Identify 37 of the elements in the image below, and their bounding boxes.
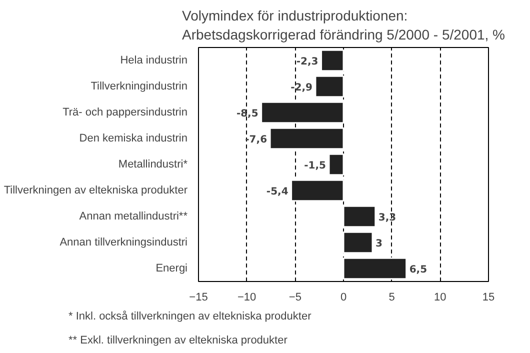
bar xyxy=(342,231,374,254)
bar xyxy=(290,179,344,202)
x-tick-label: 15 xyxy=(482,292,495,304)
bar xyxy=(342,205,376,228)
x-tick-label: 10 xyxy=(434,292,446,304)
data-label: -2,3 xyxy=(296,56,318,68)
bar xyxy=(314,75,344,98)
y-tick-label: Tillverkningindustrin xyxy=(90,80,188,92)
data-label: -2,9 xyxy=(290,82,313,94)
x-tick-label: 0 xyxy=(340,292,347,304)
data-label: 6,5 xyxy=(409,264,428,276)
data-label: -5,4 xyxy=(266,186,288,198)
bar xyxy=(342,257,408,280)
bar xyxy=(260,101,344,124)
x-tick-label: 5 xyxy=(388,292,395,304)
y-tick-label: Annan metallindustri** xyxy=(79,210,188,222)
x-tick-label: −5 xyxy=(288,292,302,304)
y-tick-label: Annan tillverkningsindustri xyxy=(60,236,188,248)
y-tick-label: Den kemiska industrin xyxy=(79,132,188,144)
bar xyxy=(320,49,344,72)
chart-title: Volymindex för industriproduktionen: Arbetsdagskorrigerad förändring 5/2000 - 5/2001, % xyxy=(182,7,505,42)
y-tick-label: Trä- och pappersindustrin xyxy=(62,106,188,118)
data-label: 3 xyxy=(376,238,382,250)
x-tick-label: −15 xyxy=(189,292,208,304)
data-label: -7,6 xyxy=(245,134,268,146)
bar xyxy=(269,127,344,150)
y-tick-label: Energi xyxy=(156,262,188,274)
data-label: -8,5 xyxy=(236,108,258,120)
y-tick-label: Metallindustri* xyxy=(118,158,188,170)
data-label: 3,3 xyxy=(378,212,396,224)
data-label: -1,5 xyxy=(304,160,326,172)
text: * Inkl. också tillverkningen av eltekniska produkter xyxy=(68,310,312,322)
text: ** Exkl. tillverkningen av eltekniska produkter xyxy=(68,334,288,346)
y-tick-label: Tillverkningen av eltekniska produkter xyxy=(4,184,188,196)
y-tick-label: Hela industrin xyxy=(120,54,188,66)
bar xyxy=(328,153,344,176)
x-tick-label: −10 xyxy=(238,292,256,304)
